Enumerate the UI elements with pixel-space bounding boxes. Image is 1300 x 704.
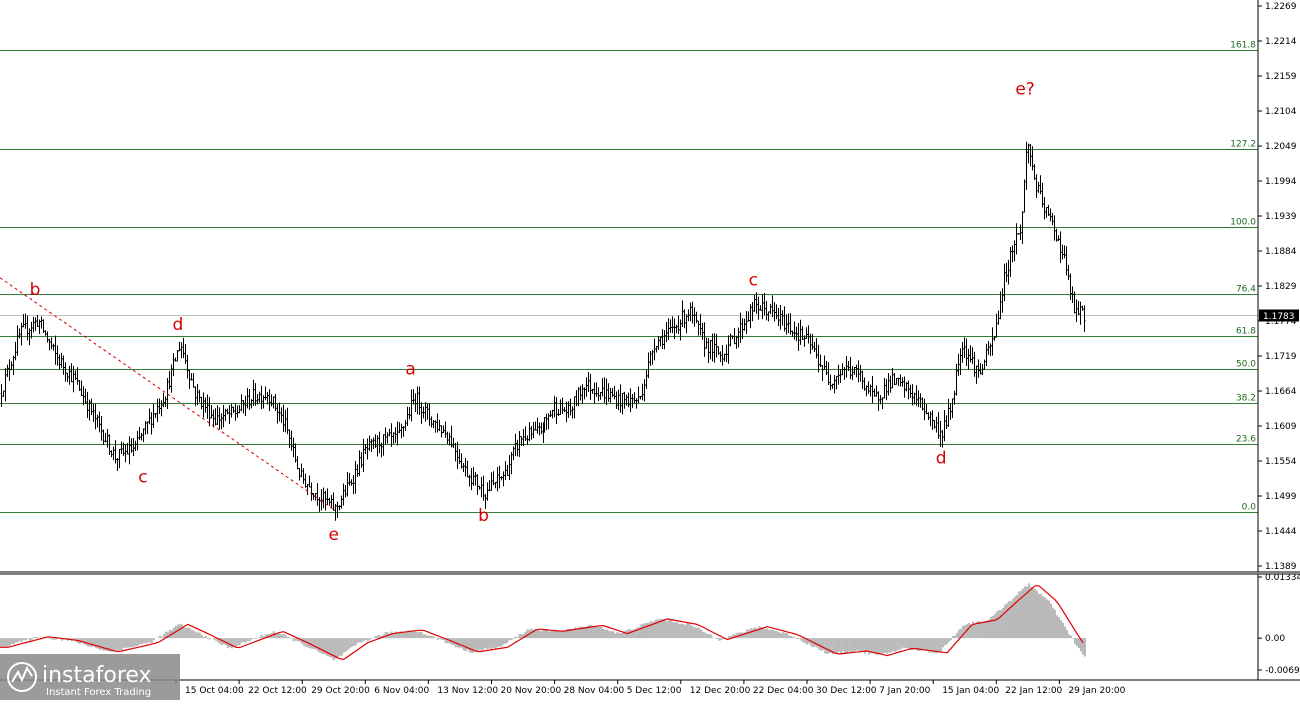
- current-price-label: 1.1783: [1263, 312, 1295, 322]
- osc-signal-line: [0, 585, 1084, 661]
- wave-label-b: b: [478, 506, 489, 526]
- price-tick-label: 1.1499: [1265, 492, 1297, 502]
- price-tick-label: 1.1444: [1265, 527, 1297, 537]
- logo-tagline: Instant Forex Trading: [46, 687, 151, 698]
- logo-mark-icon: [7, 662, 37, 692]
- trendline-layer: [0, 277, 334, 510]
- fib-level-label: 100.0: [1230, 218, 1256, 228]
- price-tick-label: 1.2269: [1265, 2, 1297, 12]
- price-tick-label: 1.2104: [1265, 107, 1297, 117]
- time-tick-label: 15 Jan 04:00: [942, 686, 999, 696]
- wave-label-e: e: [328, 525, 338, 545]
- fib-level-label: 0.0: [1242, 503, 1257, 513]
- price-tick-label: 1.1774: [1265, 317, 1297, 327]
- fib-level-label: 50.0: [1236, 360, 1256, 370]
- time-tick-label: 5 Dec 12:00: [627, 686, 682, 696]
- fib-level-label: 161.8: [1230, 41, 1256, 51]
- price-tick-label: 1.1939: [1265, 212, 1297, 222]
- logo-mark-arrow-icon: [11, 665, 33, 683]
- osc-tick-label: 0.00: [1265, 634, 1285, 644]
- wave-label-c: c: [138, 468, 147, 488]
- logo-brand: instaforex: [42, 663, 152, 688]
- price-axis: 1.2269 1.2214 1.2159 1.2104 1.2049 1.1994 1.19…: [0, 0, 1300, 681]
- wave-label-eq: e?: [1015, 79, 1034, 99]
- time-tick-label: 13 Nov 12:00: [437, 686, 498, 696]
- wave-label-c: c: [749, 270, 758, 290]
- osc-tick-label: -0.00695: [1265, 666, 1300, 676]
- price-tick-label: 1.1719: [1265, 352, 1297, 362]
- time-tick-label: 20 Nov 20:00: [501, 686, 562, 696]
- fib-levels-layer: 161.8 127.2 100.0 76.4 61.8 50.0 38.2 23.6 0.0: [0, 41, 1258, 513]
- time-tick-label: 12 Dec 20:00: [690, 686, 751, 696]
- wave-trendline: [0, 277, 334, 510]
- price-tick-label: 1.1664: [1265, 387, 1297, 397]
- fib-level-label: 127.2: [1230, 140, 1256, 150]
- wave-label-a: a: [405, 359, 415, 379]
- time-tick-label: 29 Oct 20:00: [311, 686, 370, 696]
- time-tick-label: 29 Jan 20:00: [1068, 686, 1125, 696]
- price-tick-label: 1.1994: [1265, 177, 1297, 187]
- wave-label-d: d: [936, 449, 947, 469]
- time-tick-label: 22 Dec 04:00: [753, 686, 814, 696]
- current-price-tag: [1259, 309, 1299, 322]
- time-tick-label: 7 Jan 20:00: [879, 686, 931, 696]
- time-tick-label: 22 Jan 12:00: [1005, 686, 1062, 696]
- time-tick-label: 22 Oct 12:00: [248, 686, 307, 696]
- candles-layer: [0, 141, 1086, 521]
- price-tick-label: 1.1389: [1265, 562, 1297, 572]
- time-axis: 15 Oct 04:00 22 Oct 12:00 29 Oct 20:00 6 No…: [175, 680, 1126, 696]
- logo-background: [0, 654, 180, 700]
- fib-level-label: 76.4: [1236, 285, 1256, 295]
- osc-tick-label: 0.01334: [1265, 573, 1300, 583]
- time-tick-label: 30 Dec 12:00: [816, 686, 877, 696]
- oscillator-panel: 0.01334 0.00 -0.00695: [0, 573, 1300, 676]
- price-tick-label: 1.2159: [1265, 72, 1297, 82]
- fib-level-label: 38.2: [1236, 394, 1256, 404]
- time-tick-label: 15 Oct 04:00: [185, 686, 244, 696]
- fib-level-label: 61.8: [1236, 327, 1256, 337]
- fib-level-label: 23.6: [1236, 435, 1256, 445]
- price-tick-label: 1.2049: [1265, 142, 1297, 152]
- time-tick-label: 28 Nov 04:00: [564, 686, 625, 696]
- price-tick-label: 1.1829: [1265, 282, 1297, 292]
- price-tick-label: 1.2214: [1265, 37, 1297, 47]
- wave-label-b: b: [30, 280, 41, 300]
- price-tick-label: 1.1884: [1265, 247, 1297, 257]
- wave-labels-layer: b c d e a b c d e?: [30, 79, 1035, 544]
- price-tick-label: 1.1554: [1265, 457, 1297, 467]
- time-tick-label: 6 Nov 04:00: [374, 686, 429, 696]
- wave-label-d: d: [172, 315, 183, 335]
- price-tick-label: 1.1609: [1265, 422, 1297, 432]
